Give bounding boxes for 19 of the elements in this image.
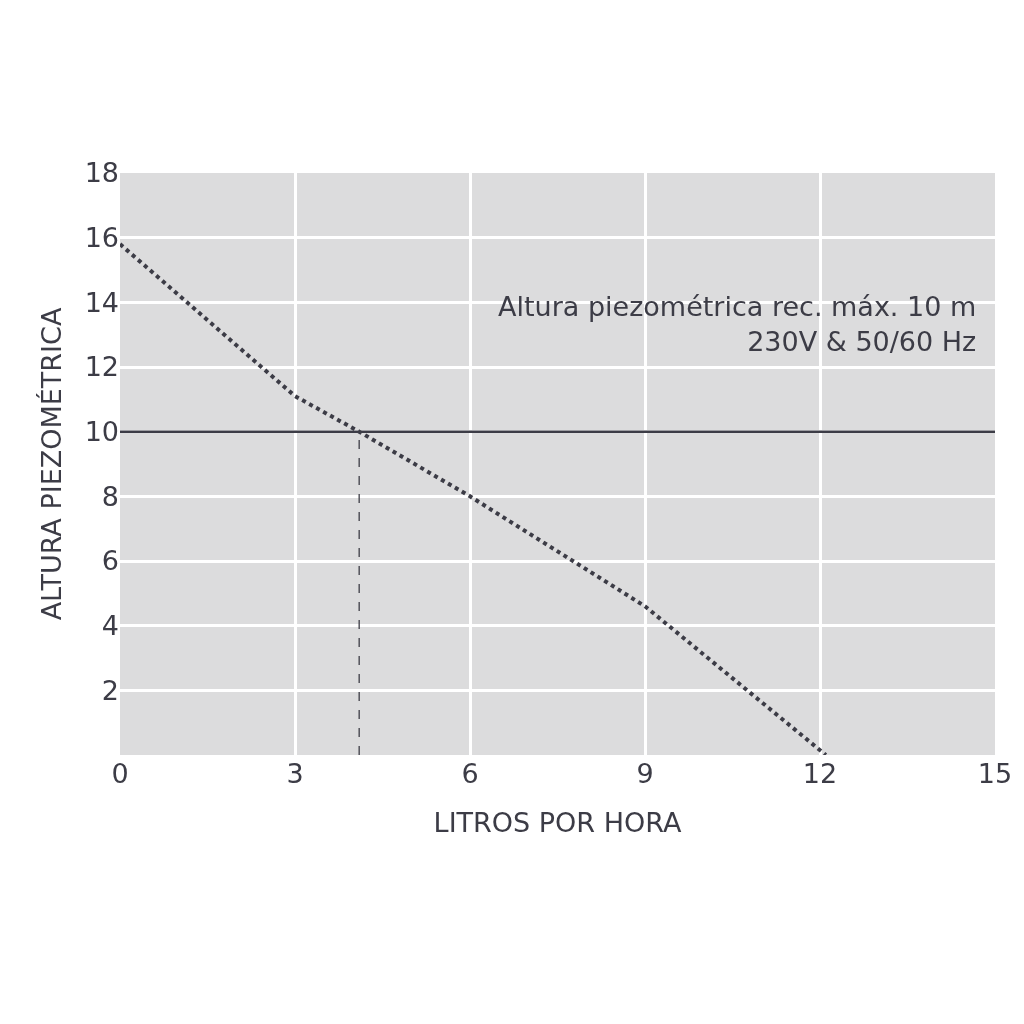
- x-tick-label: 3: [286, 758, 304, 789]
- y-tick-label: 8: [101, 480, 119, 512]
- x-tick-label: 6: [461, 758, 479, 789]
- x-tick-label: 9: [636, 758, 654, 789]
- y-tick-label: 2: [101, 674, 119, 706]
- y-tick-label: 6: [101, 545, 119, 577]
- y-tick-label: 18: [84, 157, 119, 189]
- x-tick-label: 15: [977, 758, 1013, 789]
- y-tick-label: 12: [84, 351, 119, 383]
- x-tick-label: 12: [802, 758, 838, 789]
- y-axis-title: ALTURA PIEZOMÉTRICA: [35, 307, 67, 621]
- annotation: 230V & 50/60 Hz: [747, 326, 977, 358]
- y-tick-label: 16: [84, 222, 119, 254]
- y-tick-label: 10: [84, 416, 119, 448]
- y-tick-label: 4: [101, 610, 119, 642]
- annotation: Altura piezométrica rec. máx. 10 m: [498, 291, 977, 322]
- y-tick-label: 14: [84, 286, 119, 318]
- x-axis-title: LITROS POR HORA: [433, 807, 682, 839]
- x-tick-label: 0: [111, 758, 129, 789]
